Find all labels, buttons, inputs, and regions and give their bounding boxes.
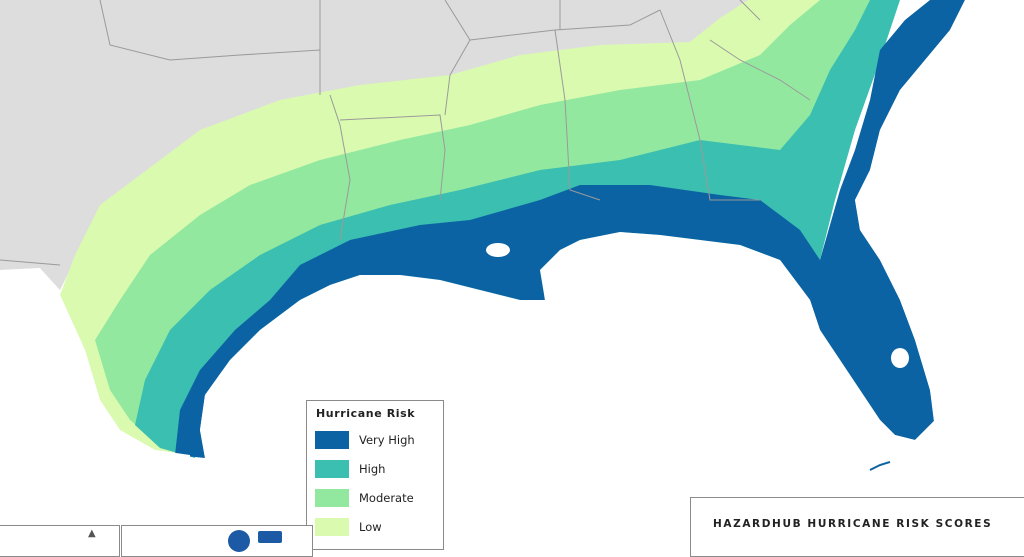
mexico-region bbox=[0, 268, 190, 525]
florida-keys bbox=[869, 461, 891, 471]
legend-label-very-high: Very High bbox=[359, 433, 415, 447]
legend-label-moderate: Moderate bbox=[359, 491, 414, 505]
agency-logo-icon bbox=[228, 530, 250, 552]
map-title-box: HAZARDHUB HURRICANE RISK SCORES bbox=[690, 497, 1024, 557]
risk-zone-very-high bbox=[175, 0, 965, 458]
credits-box bbox=[121, 525, 313, 557]
legend-title: Hurricane Risk bbox=[316, 407, 416, 420]
scale-bar-box bbox=[0, 525, 120, 557]
lake-okeechobee bbox=[891, 348, 909, 368]
partner-logo-icon bbox=[258, 531, 282, 543]
legend-label-low: Low bbox=[359, 520, 382, 534]
hurricane-risk-map bbox=[0, 0, 1024, 538]
legend-swatch-moderate bbox=[315, 489, 349, 507]
map-title: HAZARDHUB HURRICANE RISK SCORES bbox=[713, 518, 993, 530]
map-legend: Hurricane Risk Very High High Moderate L… bbox=[306, 400, 444, 550]
legend-label-high: High bbox=[359, 462, 386, 476]
lake-pontchartrain bbox=[486, 243, 510, 257]
north-arrow-icon: ▲ bbox=[88, 528, 96, 539]
legend-swatch-high bbox=[315, 460, 349, 478]
atlantic-ocean bbox=[855, 0, 1024, 538]
legend-swatch-low bbox=[315, 518, 349, 536]
gulf-of-mexico bbox=[0, 232, 935, 538]
legend-swatch-very-high bbox=[315, 431, 349, 449]
state-borders bbox=[0, 0, 811, 266]
